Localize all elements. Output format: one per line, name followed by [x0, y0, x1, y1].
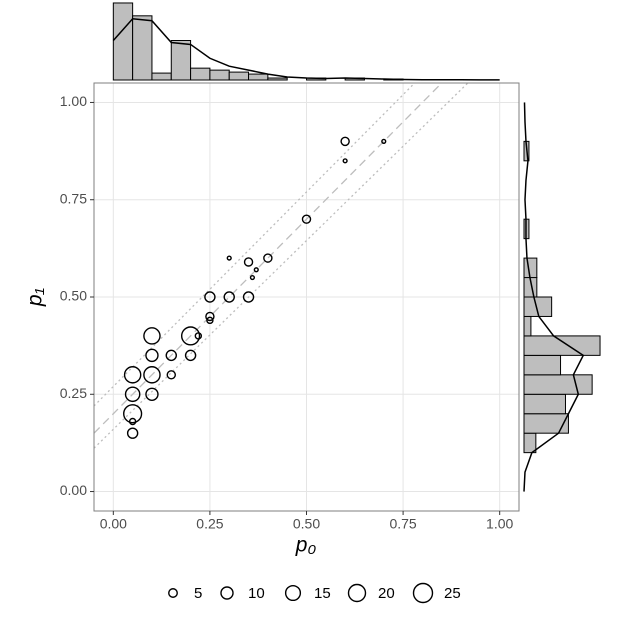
- bubble: [249, 274, 256, 281]
- bubble: [243, 257, 254, 267]
- right-hist-bar: [523, 374, 593, 395]
- bubble: [226, 255, 232, 261]
- y-tick-label: 0.75: [60, 190, 87, 206]
- bubble: [340, 136, 350, 147]
- bubble: [180, 326, 201, 346]
- bubble: [145, 348, 159, 363]
- bubble: [381, 138, 387, 144]
- y-tick-label: 0.00: [60, 482, 87, 498]
- x-axis-title: p₀: [295, 534, 317, 557]
- top-hist-bar: [112, 2, 134, 81]
- legend-label: 20: [378, 585, 395, 602]
- top-hist-bar: [267, 77, 288, 81]
- bubble: [123, 366, 142, 384]
- bubble: [184, 349, 197, 362]
- reference-line: [94, 83, 416, 407]
- bubble: [205, 311, 215, 322]
- top-hist-bar: [190, 67, 211, 81]
- bubble: [342, 158, 348, 164]
- y-tick-label: 1.00: [60, 93, 87, 109]
- y-tick-label: 0.50: [60, 288, 87, 304]
- bubble: [194, 332, 203, 340]
- bubble: [242, 291, 255, 303]
- right-hist-bar: [523, 315, 532, 337]
- top-hist-bar: [228, 71, 250, 81]
- bubble: [145, 387, 159, 401]
- top-hist-bar: [151, 72, 172, 81]
- x-tick-label: 0.25: [196, 516, 223, 532]
- bubble: [204, 291, 216, 303]
- legend-label: 25: [444, 585, 461, 602]
- y-axis-title: p₁: [24, 287, 47, 307]
- right-density: [523, 102, 585, 492]
- right-hist-bar: [523, 393, 566, 415]
- reference-line: [94, 83, 469, 449]
- bubble: [124, 386, 141, 403]
- top-density: [112, 17, 500, 81]
- legend-key: [412, 582, 434, 604]
- right-hist-bar: [523, 354, 562, 376]
- legend-label: 10: [248, 585, 265, 602]
- top-hist-bar: [170, 40, 192, 81]
- x-tick-label: 1.00: [486, 516, 513, 532]
- bubble: [123, 404, 143, 424]
- legend-key: [168, 588, 178, 598]
- right-hist-bar: [523, 296, 553, 317]
- bubble: [143, 327, 161, 345]
- top-hist-bar: [132, 15, 153, 81]
- top-hist-bar: [209, 69, 230, 81]
- x-tick-label: 0.75: [389, 516, 416, 532]
- legend-key: [284, 584, 302, 602]
- right-hist-bar: [523, 432, 537, 454]
- bubble: [165, 349, 177, 362]
- x-tick-label: 0.00: [100, 516, 127, 532]
- bubble: [126, 427, 139, 439]
- y-tick-label: 0.25: [60, 385, 87, 401]
- legend-key: [347, 583, 367, 603]
- reference-line: [94, 83, 443, 434]
- bubble: [166, 370, 177, 380]
- x-tick-label: 0.50: [293, 516, 320, 532]
- bubble: [143, 366, 161, 384]
- bubble: [301, 214, 312, 224]
- bubble: [253, 267, 259, 273]
- bubble: [263, 253, 273, 263]
- bubble: [223, 291, 235, 303]
- top-hist-bar: [248, 73, 269, 81]
- legend-label: 5: [194, 585, 202, 602]
- legend-key: [220, 586, 234, 600]
- legend-label: 15: [314, 585, 331, 602]
- right-hist-bar: [523, 257, 538, 279]
- bubble: [206, 316, 214, 325]
- right-hist-bar: [523, 335, 601, 356]
- right-hist-bar: [523, 413, 569, 434]
